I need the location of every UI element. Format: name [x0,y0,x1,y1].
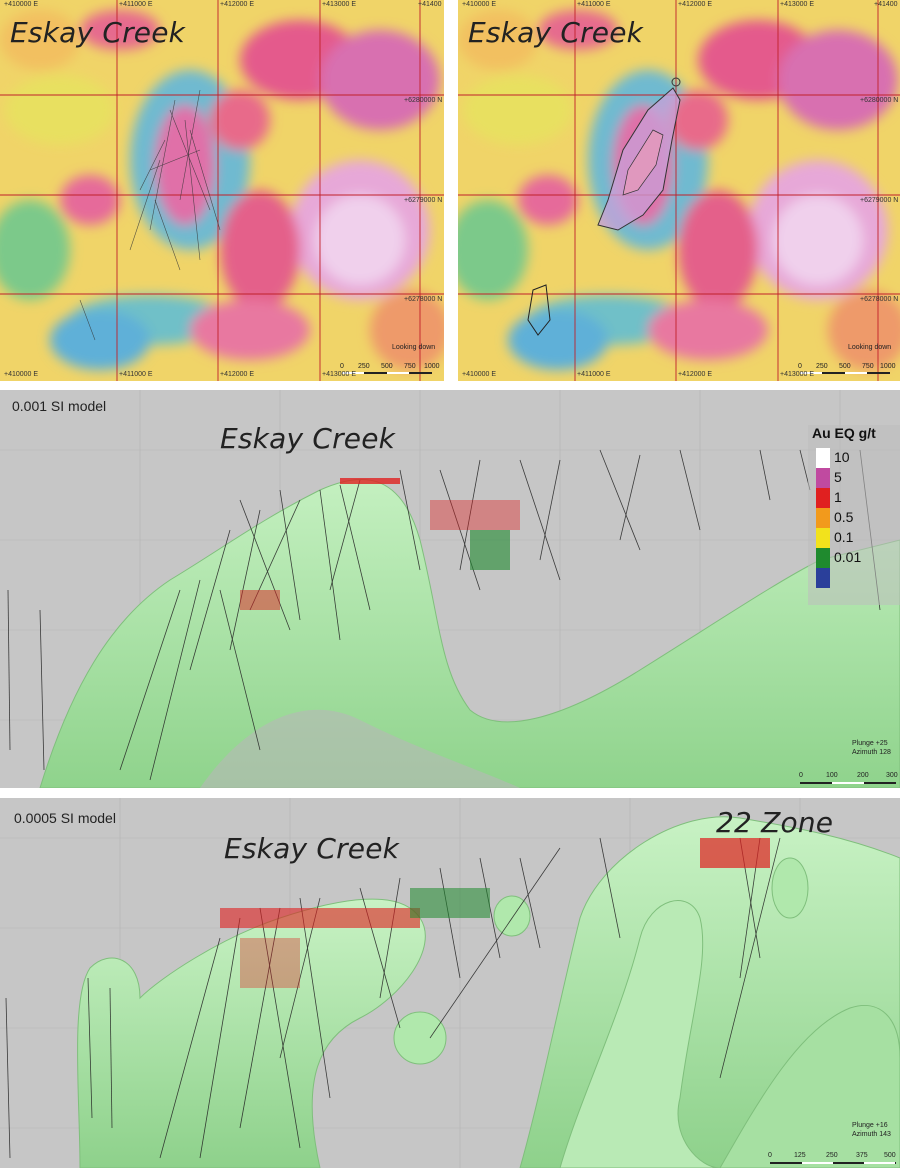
legend-label: 0.1 [834,529,854,545]
model-view-lower: 0.0005 SI model Eskay Creek 22 Zone Plun… [0,798,900,1168]
scale-tick: 250 [826,1152,838,1159]
right-label: +6278000 N [404,296,443,303]
scale-tick: 750 [862,363,874,370]
top-label: +411000 E [577,1,611,8]
scale-tick: 375 [856,1152,868,1159]
azimuth-label: Azimuth 143 [852,1131,891,1138]
scale-tick: 750 [404,363,416,370]
view-label: Looking down [848,344,892,351]
scale-tick: 125 [794,1152,806,1159]
scale-tick: 500 [884,1152,896,1159]
scale-tick: 500 [839,363,851,370]
magnetic-map-left: Eskay Creek +410000 E +411000 E +412000 … [0,0,444,381]
top-label: +413000 E [322,1,357,8]
magnetic-map-left-image [0,0,444,381]
legend-swatch [816,528,830,548]
plunge-label: Plunge +16 [852,1122,888,1129]
top-label: +413000 E [780,1,815,8]
bottom-label: +411000 E [577,371,611,378]
bottom-label: +413000 E [322,371,357,378]
legend-label: 10 [834,449,850,465]
magnetic-map-right-image [458,0,900,381]
legend-label: 5 [834,469,842,485]
top-label: +411000 E [119,1,153,8]
model-upper-image [0,390,900,788]
model-lower-image [0,798,900,1168]
top-label: +412000 E [220,1,255,8]
right-label: +6280000 N [404,97,443,104]
legend-label: 0.01 [834,549,862,565]
bottom-label: +412000 E [220,371,255,378]
scale-tick: 250 [358,363,370,370]
bottom-label: +410000 E [462,371,497,378]
right-label: +6279000 N [860,197,899,204]
map-left-title: Eskay Creek [10,16,186,49]
magnetic-map-right: Eskay Creek +410000 E +411000 E +412000 … [458,0,900,381]
azimuth-label: Azimuth 128 [852,749,891,756]
right-label: +6278000 N [860,296,899,303]
model-upper-label: 0.001 SI model [12,398,107,414]
top-label: +41400 [874,1,898,8]
map-right-title: Eskay Creek [468,16,644,49]
top-label: +410000 E [4,1,39,8]
scale-tick: 250 [816,363,828,370]
model-lower-title: Eskay Creek [224,832,400,865]
model-lower-label: 0.0005 SI model [14,810,116,826]
zone-label: 22 Zone [716,806,834,839]
top-label: +412000 E [678,1,713,8]
scale-tick: 0 [799,772,803,779]
scale-tick: 200 [857,772,869,779]
legend-swatch [816,548,830,568]
scale-tick: 0 [798,363,802,370]
scale-tick: 500 [381,363,393,370]
legend-swatch [816,448,830,468]
legend-swatch [816,488,830,508]
top-label: +41400 [418,1,442,8]
legend-label: 0.5 [834,509,854,525]
view-label: Looking down [392,344,436,351]
scale-tick: 0 [340,363,344,370]
bottom-label: +410000 E [4,371,39,378]
model-view-upper: 0.001 SI model Eskay Creek Plunge +25 Az… [0,390,900,788]
legend-swatch [816,508,830,528]
scale-tick: 100 [826,772,838,779]
bottom-label: +412000 E [678,371,713,378]
legend-title: Au EQ g/t [812,425,876,441]
legend-swatch [816,568,830,588]
bottom-label: +411000 E [119,371,153,378]
right-label: +6280000 N [860,97,899,104]
legend-label: 1 [834,489,842,505]
scale-tick: 0 [768,1152,772,1159]
bottom-label: +413000 E [780,371,815,378]
scale-tick: 300 [886,772,898,779]
top-label: +410000 E [462,1,497,8]
scale-tick: 1000 [424,363,440,370]
plunge-label: Plunge +25 [852,740,888,747]
scale-tick: 1000 [880,363,896,370]
legend-swatch [816,468,830,488]
model-upper-title: Eskay Creek [220,422,396,455]
right-label: +6279000 N [404,197,443,204]
